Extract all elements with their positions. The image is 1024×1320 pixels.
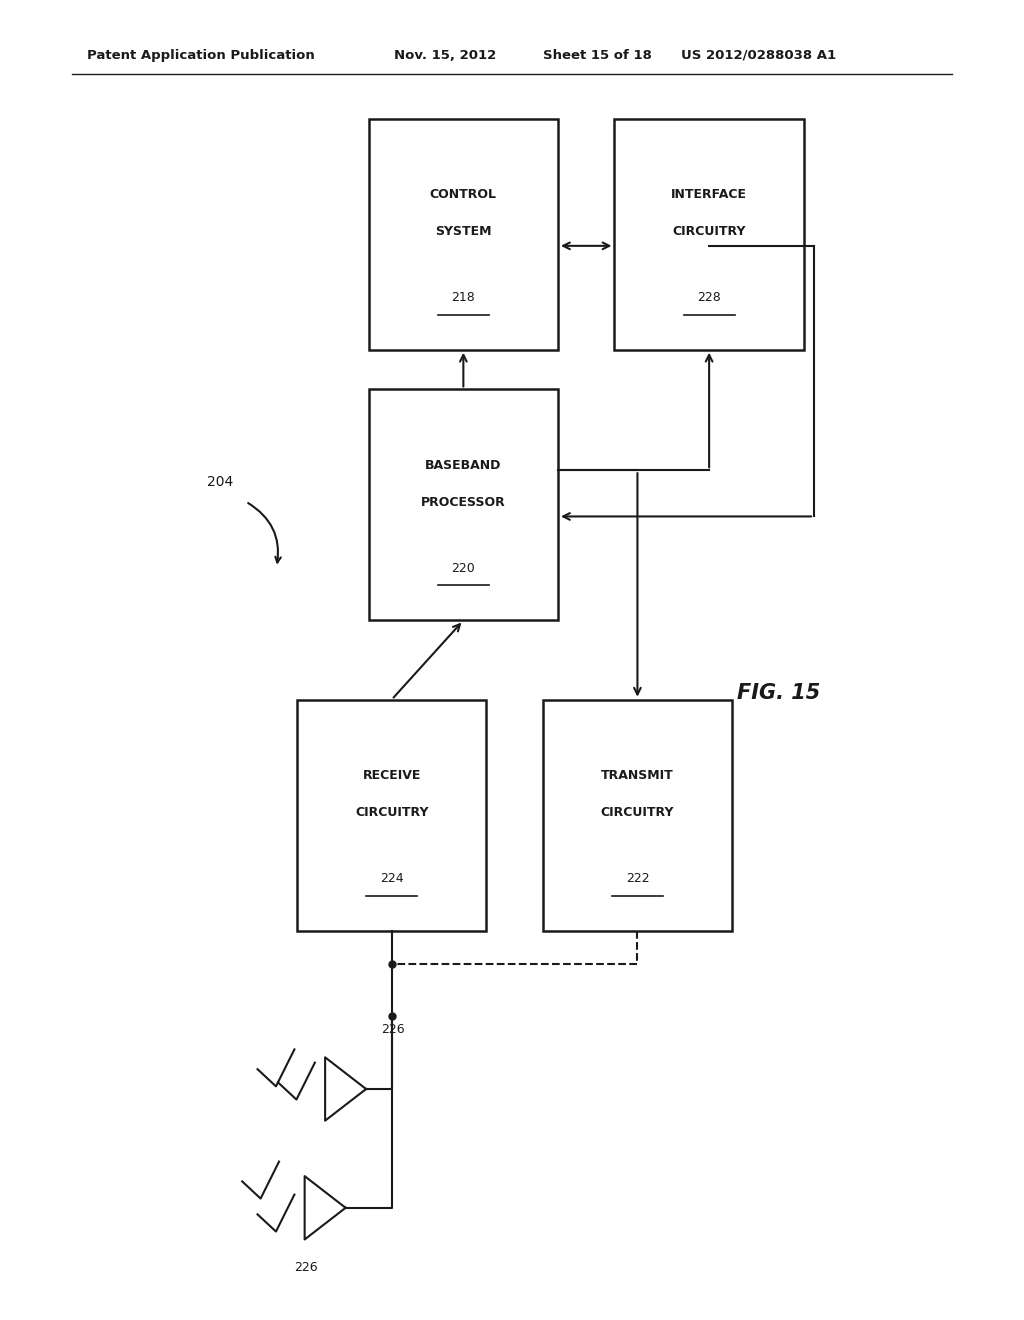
Text: INTERFACE: INTERFACE (671, 189, 748, 201)
Text: CIRCUITRY: CIRCUITRY (673, 226, 745, 238)
Text: Sheet 15 of 18: Sheet 15 of 18 (543, 49, 651, 62)
Text: FIG. 15: FIG. 15 (736, 682, 820, 704)
Text: RECEIVE: RECEIVE (362, 770, 421, 781)
Bar (297, 700, 486, 931)
Bar (543, 700, 732, 931)
Text: SYSTEM: SYSTEM (435, 226, 492, 238)
Text: 222: 222 (626, 873, 649, 884)
Text: 226: 226 (295, 1261, 318, 1274)
Text: BASEBAND: BASEBAND (425, 459, 502, 471)
Text: 228: 228 (697, 292, 721, 304)
Text: PROCESSOR: PROCESSOR (421, 496, 506, 508)
Text: Patent Application Publication: Patent Application Publication (87, 49, 314, 62)
FancyArrowPatch shape (248, 503, 281, 562)
Text: 226: 226 (381, 1023, 406, 1036)
Text: 218: 218 (452, 292, 475, 304)
Text: Nov. 15, 2012: Nov. 15, 2012 (394, 49, 497, 62)
Text: TRANSMIT: TRANSMIT (601, 770, 674, 781)
Text: 204: 204 (207, 475, 233, 488)
Text: CIRCUITRY: CIRCUITRY (601, 807, 674, 818)
Text: 220: 220 (452, 562, 475, 574)
Bar (369, 119, 558, 350)
Text: CIRCUITRY: CIRCUITRY (355, 807, 428, 818)
Bar (369, 389, 558, 620)
Text: CONTROL: CONTROL (430, 189, 497, 201)
Text: 224: 224 (380, 873, 403, 884)
Bar (614, 119, 804, 350)
Text: US 2012/0288038 A1: US 2012/0288038 A1 (681, 49, 836, 62)
